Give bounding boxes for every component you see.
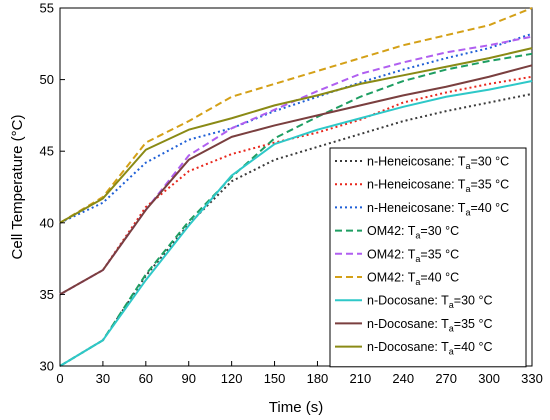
x-tick-label: 90	[181, 371, 195, 386]
legend-label-6: OM42: Ta=40 °C	[367, 271, 459, 288]
x-tick-label: 240	[392, 371, 414, 386]
series-line-7	[59, 80, 533, 367]
legend-label-9: n-Docosane: Ta=40 °C	[367, 340, 492, 357]
x-tick-label: 330	[521, 371, 543, 386]
x-tick-label: 60	[139, 371, 153, 386]
legend-label-7: n-Docosane: Ta=30 °C	[367, 294, 492, 311]
x-tick-label: 0	[56, 371, 63, 386]
legend-label-5: OM42: Ta=35 °C	[367, 247, 459, 264]
series-line-8	[59, 64, 533, 296]
legend-label-8: n-Docosane: Ta=35 °C	[367, 317, 492, 334]
legend-label-4: OM42: Ta=30 °C	[367, 224, 459, 241]
x-axis-title: Time (s)	[269, 399, 323, 416]
series-layer	[59, 7, 533, 367]
series-line-1	[59, 92, 533, 367]
x-tick-label: 30	[96, 371, 110, 386]
y-tick-label: 55	[40, 1, 54, 16]
legend-label-2: n-Heneicosane: Ta=35 °C	[367, 178, 509, 195]
series-line-3	[59, 32, 533, 224]
y-tick-label: 50	[40, 72, 54, 87]
legend-label-1: n-Heneicosane: Ta=30 °C	[367, 155, 509, 172]
y-tick-label: 45	[40, 144, 54, 159]
x-tick-label: 270	[435, 371, 457, 386]
legend-label-3: n-Heneicosane: Ta=40 °C	[367, 201, 509, 218]
y-tick-label: 30	[40, 359, 54, 374]
series-line-9	[59, 47, 533, 224]
x-tick-label: 300	[478, 371, 500, 386]
legend: n-Heneicosane: Ta=30 °C n-Heneicosane: Ta…	[329, 147, 527, 368]
y-tick-label: 40	[40, 215, 54, 230]
x-tick-label: 180	[307, 371, 329, 386]
y-axis-title: Cell Temperature (°C)	[9, 115, 26, 260]
legend-box	[329, 147, 527, 368]
x-tick-label: 120	[221, 371, 243, 386]
y-tick-label: 35	[40, 287, 54, 302]
x-tick-label: 210	[350, 371, 372, 386]
tick-layer: 0 30 60 90 120 150 180 210 240 270 300 330303540455…	[40, 1, 543, 387]
series-line-4	[59, 52, 533, 367]
x-tick-label: 150	[264, 371, 286, 386]
